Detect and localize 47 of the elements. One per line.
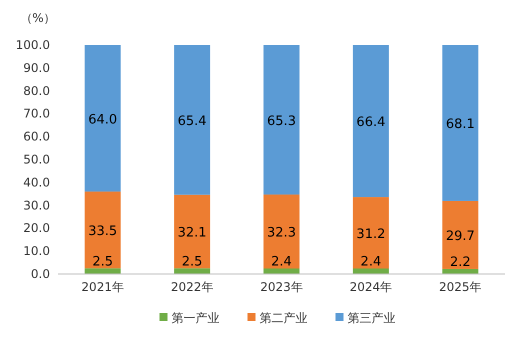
x-tick-label: 2023年 <box>260 280 303 294</box>
y-tick-label: 60.0 <box>23 130 50 144</box>
data-label: 66.4 <box>356 115 386 130</box>
y-tick-label: 30.0 <box>23 198 50 212</box>
data-label: 32.1 <box>178 226 207 241</box>
y-tick-label: 10.0 <box>23 244 50 258</box>
bar <box>84 45 121 192</box>
bar <box>352 197 389 269</box>
y-tick-label: 100.0 <box>16 38 50 52</box>
data-label: 64.0 <box>88 112 118 128</box>
data-label: 2.4 <box>360 254 382 270</box>
bar <box>442 200 478 269</box>
data-label: 68.1 <box>446 116 475 132</box>
data-label: 29.7 <box>446 228 475 244</box>
bar <box>84 192 121 268</box>
y-tick-label: 20.0 <box>23 221 50 236</box>
data-label: 31.2 <box>356 226 386 242</box>
bar <box>264 45 300 195</box>
y-tick-label: 50.0 <box>23 152 50 166</box>
bar <box>352 268 389 274</box>
bar <box>264 268 300 274</box>
bar <box>352 45 389 198</box>
bar <box>442 45 478 201</box>
data-label: 65.3 <box>267 114 296 129</box>
data-label: 32.3 <box>267 226 296 241</box>
data-label: 33.5 <box>88 224 118 239</box>
x-tick-label: 2025年 <box>439 280 482 294</box>
y-tick-label: 40.0 <box>23 175 50 190</box>
y-tick-label: 90.0 <box>23 60 50 75</box>
data-label: 2.5 <box>92 254 114 270</box>
x-tick-label: 2024年 <box>350 280 392 294</box>
y-tick-label: 80.0 <box>23 84 50 98</box>
data-label: 2.2 <box>450 254 471 270</box>
y-tick-label: 70.0 <box>23 106 50 121</box>
legend-label: 第二产业 <box>260 311 308 325</box>
x-tick-label: 2021年 <box>81 280 124 294</box>
legend-label: 第三产业 <box>348 311 396 325</box>
y-axis-title: （%） <box>20 11 56 25</box>
x-tick-label: 2022年 <box>170 280 214 294</box>
data-label: 65.4 <box>178 114 207 129</box>
legend-label: 第一产业 <box>172 311 220 325</box>
bar <box>264 194 300 269</box>
data-label: 2.4 <box>271 254 292 270</box>
data-label: 2.5 <box>182 254 202 270</box>
bar <box>174 45 210 195</box>
y-tick-label: 0.0 <box>30 267 50 281</box>
bar <box>174 194 210 268</box>
